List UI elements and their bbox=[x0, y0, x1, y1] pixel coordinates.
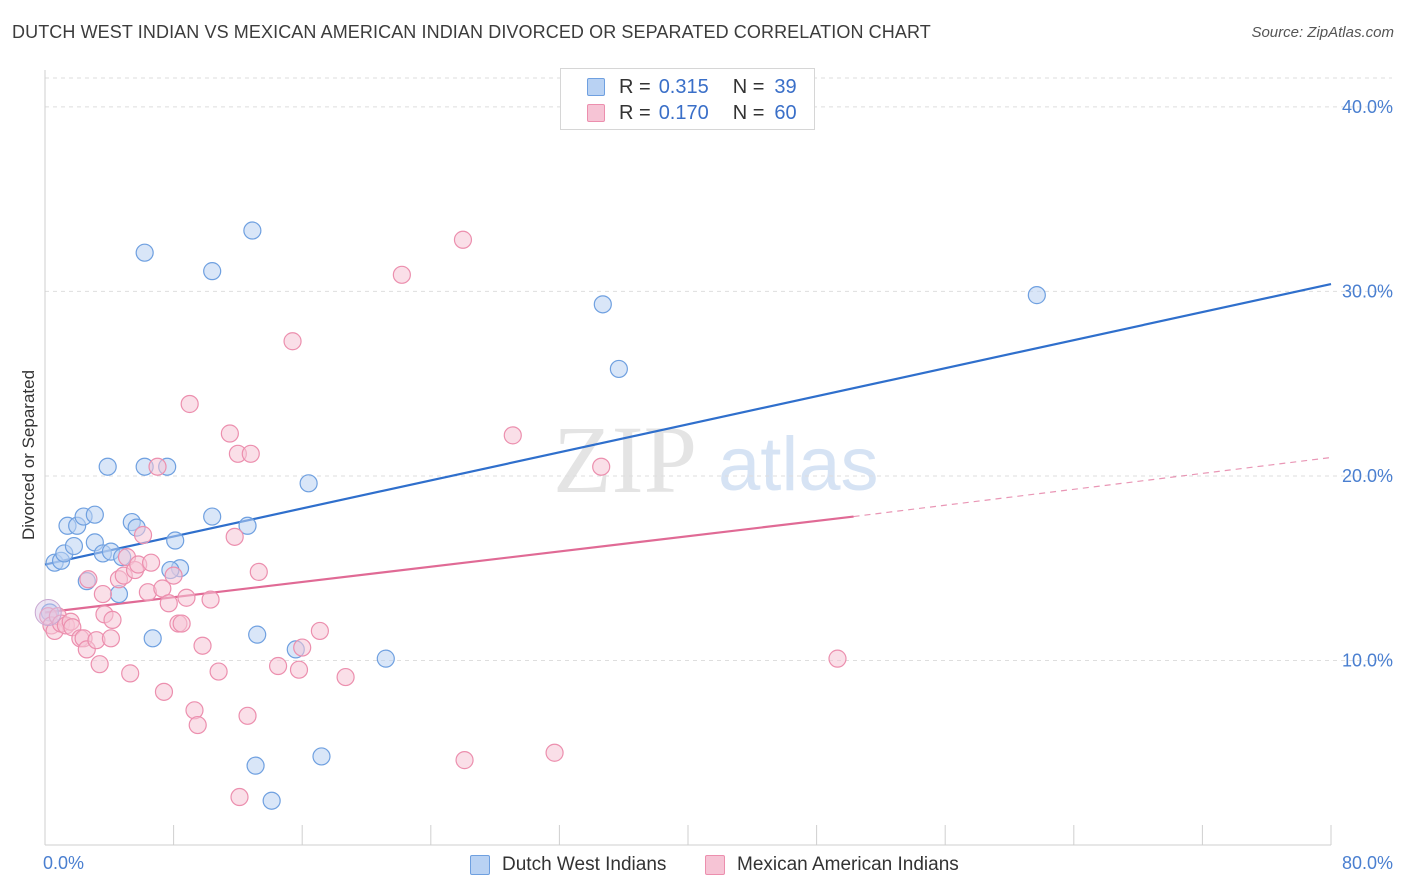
point-mexican-american-indians bbox=[185, 701, 204, 720]
point-dutch-west-indians bbox=[64, 536, 84, 556]
stats-legend: R = 0.315 N = 39 R = 0.170 N = 60 bbox=[560, 68, 815, 130]
chart-title: DUTCH WEST INDIAN VS MEXICAN AMERICAN IN… bbox=[12, 22, 931, 42]
y-tick-label: 40.0% bbox=[1342, 97, 1393, 117]
point-mexican-american-indians bbox=[188, 715, 207, 735]
point-mexican-american-indians bbox=[828, 649, 847, 668]
y-tick-label: 10.0% bbox=[1342, 650, 1393, 670]
point-mexican-american-indians bbox=[249, 562, 268, 582]
point-mexican-american-indians bbox=[283, 332, 302, 351]
r-label: R = bbox=[619, 75, 651, 98]
stats-row-mexican-american-indians: R = 0.170 N = 60 bbox=[587, 101, 797, 125]
point-dutch-west-indians bbox=[376, 649, 395, 668]
y-tick-label: 20.0% bbox=[1342, 466, 1393, 486]
point-dutch-west-indians bbox=[609, 359, 628, 379]
point-dutch-west-indians bbox=[166, 531, 185, 550]
x-tick-label: 0.0% bbox=[43, 853, 84, 873]
n-value: 39 bbox=[774, 75, 797, 98]
point-dutch-west-indians bbox=[135, 243, 154, 262]
point-mexican-american-indians bbox=[93, 584, 112, 604]
point-dutch-west-indians bbox=[243, 221, 262, 240]
point-dutch-west-indians bbox=[1027, 286, 1046, 305]
point-dutch-west-indians bbox=[143, 629, 162, 648]
n-label: N = bbox=[732, 101, 765, 124]
point-mexican-american-indians bbox=[268, 656, 288, 676]
series-legend: Dutch West Indians Mexican American Indi… bbox=[0, 850, 1406, 878]
point-mexican-american-indians bbox=[154, 682, 174, 701]
legend-item-dutch-west-indians[interactable]: Dutch West Indians bbox=[470, 854, 666, 876]
legend-label: Mexican American Indians bbox=[737, 854, 959, 875]
legend-swatch-pink bbox=[705, 855, 725, 875]
n-label: N = bbox=[732, 75, 765, 98]
point-dutch-west-indians bbox=[85, 505, 104, 524]
legend-item-mexican-american-indians[interactable]: Mexican American Indians bbox=[705, 854, 959, 876]
legend-swatch-pink bbox=[587, 104, 605, 122]
y-axis-label: Divorced or Separated bbox=[19, 370, 38, 540]
trend-line-extension bbox=[853, 456, 1332, 518]
point-dutch-west-indians bbox=[203, 262, 222, 281]
point-mexican-american-indians bbox=[201, 590, 220, 609]
point-mexican-american-indians bbox=[90, 655, 109, 674]
source-label: Source: ZipAtlas.com bbox=[1251, 24, 1394, 41]
data-points bbox=[34, 221, 1046, 810]
point-dutch-west-indians bbox=[312, 747, 331, 766]
r-label: R = bbox=[619, 101, 651, 124]
watermark-zip: ZIP bbox=[553, 406, 697, 513]
gridlines bbox=[45, 77, 1392, 661]
r-value: 0.170 bbox=[658, 101, 709, 124]
watermark-atlas: atlas bbox=[718, 422, 879, 507]
point-mexican-american-indians bbox=[133, 525, 153, 545]
point-mexican-american-indians bbox=[180, 394, 199, 414]
stats-row-dutch-west-indians: R = 0.315 N = 39 bbox=[587, 75, 797, 99]
point-mexican-american-indians bbox=[103, 610, 122, 629]
point-mexican-american-indians bbox=[209, 662, 228, 681]
trend-line-dutch-west-indians bbox=[44, 282, 1332, 566]
point-mexican-american-indians bbox=[336, 667, 355, 687]
point-mexican-american-indians bbox=[592, 457, 611, 476]
legend-swatch-blue bbox=[587, 78, 605, 96]
n-value: 60 bbox=[774, 101, 797, 124]
point-dutch-west-indians bbox=[248, 625, 267, 644]
y-tick-label: 30.0% bbox=[1342, 281, 1393, 301]
point-mexican-american-indians bbox=[289, 660, 309, 679]
point-mexican-american-indians bbox=[453, 230, 473, 249]
point-dutch-west-indians bbox=[238, 516, 257, 535]
point-mexican-american-indians bbox=[238, 706, 257, 725]
point-mexican-american-indians bbox=[220, 424, 239, 443]
point-mexican-american-indians bbox=[503, 426, 522, 445]
point-mexican-american-indians bbox=[310, 621, 329, 641]
point-mexican-american-indians bbox=[293, 638, 312, 657]
point-mexican-american-indians bbox=[159, 594, 178, 613]
point-mexican-american-indians bbox=[241, 444, 260, 463]
point-mexican-american-indians bbox=[193, 636, 212, 655]
point-overlap bbox=[34, 599, 62, 626]
legend-label: Dutch West Indians bbox=[502, 854, 667, 875]
r-value: 0.315 bbox=[658, 75, 709, 98]
point-dutch-west-indians bbox=[203, 507, 222, 526]
point-mexican-american-indians bbox=[164, 566, 183, 585]
tick-labels: 10.0% 20.0% 30.0% 40.0% 0.0% 80.0% bbox=[43, 97, 1393, 873]
point-mexican-american-indians bbox=[455, 751, 474, 770]
point-mexican-american-indians bbox=[172, 614, 191, 633]
x-tick-label: 80.0% bbox=[1342, 853, 1393, 873]
point-dutch-west-indians bbox=[98, 457, 117, 476]
point-mexican-american-indians bbox=[101, 629, 121, 648]
point-mexican-american-indians bbox=[148, 457, 167, 476]
point-dutch-west-indians bbox=[246, 756, 265, 775]
point-mexican-american-indians bbox=[79, 570, 98, 589]
point-mexican-american-indians bbox=[392, 265, 411, 284]
legend-swatch-blue bbox=[470, 855, 490, 875]
point-mexican-american-indians bbox=[225, 527, 244, 546]
point-dutch-west-indians bbox=[262, 791, 281, 810]
point-mexican-american-indians bbox=[177, 588, 196, 607]
point-mexican-american-indians bbox=[141, 553, 161, 572]
axes bbox=[44, 70, 1332, 846]
watermark: ZIP atlas bbox=[553, 406, 879, 513]
point-dutch-west-indians bbox=[593, 295, 612, 314]
point-mexican-american-indians bbox=[545, 743, 564, 762]
point-mexican-american-indians bbox=[230, 787, 249, 807]
point-mexican-american-indians bbox=[121, 664, 140, 683]
point-dutch-west-indians bbox=[299, 474, 318, 493]
